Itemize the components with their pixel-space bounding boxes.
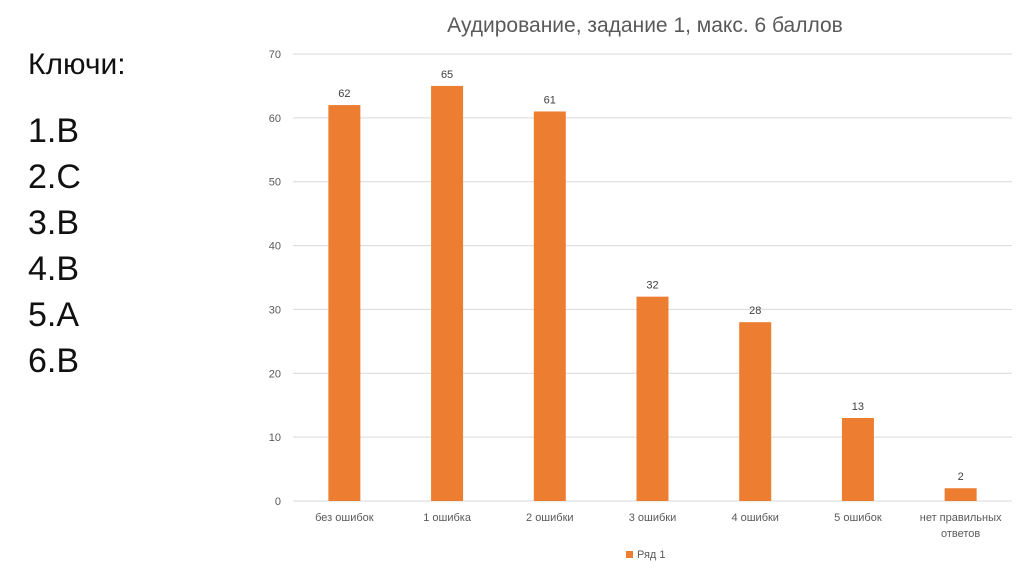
x-tick-label: без ошибок: [315, 512, 374, 524]
key-item: 2.C: [28, 158, 81, 196]
x-tick-label: 5 ошибок: [834, 512, 882, 524]
y-tick-label: 10: [269, 432, 281, 444]
bar: [636, 296, 669, 501]
x-tick-label: 4 ошибки: [731, 512, 779, 524]
data-label: 2: [958, 471, 964, 483]
data-label: 13: [852, 401, 864, 413]
legend-label: Ряд 1: [637, 549, 666, 561]
data-label: 32: [646, 280, 658, 292]
x-tick-label: 3 ошибки: [629, 512, 677, 524]
key-item: 6.B: [28, 342, 80, 380]
data-label: 65: [441, 69, 453, 81]
chart-title: Аудирование, задание 1, макс. 6 баллов: [447, 14, 843, 37]
bar: [328, 105, 361, 501]
bars-layer: [328, 85, 977, 501]
keys-list: 1.B 2.C 3.B 4.B 5.A 6.B: [28, 108, 81, 384]
y-tick-label: 30: [269, 304, 281, 316]
data-label: 28: [749, 305, 761, 317]
x-tick-label: ответов: [941, 528, 980, 540]
key-item: 1.B: [28, 112, 80, 150]
y-tick-label: 0: [275, 496, 281, 508]
data-label: 61: [544, 94, 556, 106]
labels-layer: 0 10 20 30 40 50 60 70 62 без ошибок 65 1 ошибка 61 2…: [269, 49, 1002, 540]
bar: [739, 322, 772, 501]
x-tick-label: нет правильных: [920, 512, 1002, 524]
legend-swatch: [626, 551, 633, 558]
bar: [431, 85, 464, 501]
key-item: 3.B: [28, 204, 80, 242]
bar: [533, 111, 566, 501]
y-tick-label: 20: [269, 368, 281, 380]
bar: [944, 488, 977, 501]
x-tick-label: 2 ошибки: [526, 512, 574, 524]
x-tick-label: 1 ошибка: [423, 512, 472, 524]
legend: Ряд 1: [626, 549, 666, 561]
y-tick-label: 50: [269, 177, 281, 189]
key-item: 5.A: [28, 296, 80, 334]
y-tick-label: 40: [269, 241, 281, 253]
bar: [841, 417, 874, 501]
keys-title: Ключи:: [28, 48, 126, 81]
y-tick-label: 60: [269, 113, 281, 125]
data-label: 62: [338, 88, 350, 100]
key-item: 4.B: [28, 250, 80, 288]
y-tick-label: 70: [269, 49, 281, 61]
